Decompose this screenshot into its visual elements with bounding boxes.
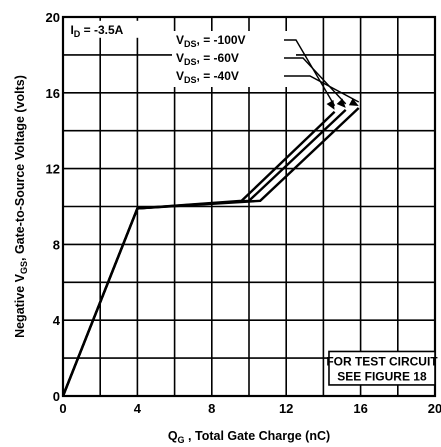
test-circuit-note-line-2: SEE FIGURE 18 <box>337 369 427 383</box>
series-arrowhead-2 <box>336 98 346 108</box>
x-tick-label: 20 <box>428 401 441 416</box>
series-leader-2 <box>284 57 347 105</box>
x-tick-label: 0 <box>59 401 66 416</box>
x-tick-labels: 0 4 8 12 16 20 <box>59 401 441 416</box>
x-axis-label: QG , Total Gate Charge (nC) <box>168 429 330 445</box>
series-arrowhead-1 <box>326 99 335 110</box>
y-tick-label: 4 <box>53 313 61 328</box>
plot-frame <box>61 15 437 398</box>
y-tick-label: 16 <box>46 86 60 101</box>
y-tick-label: 0 <box>53 389 60 404</box>
series-leader-3 <box>284 75 360 103</box>
series-label-3: VDS, = -40V <box>176 69 239 85</box>
y-tick-labels: 0 4 8 12 16 20 <box>46 10 61 404</box>
series-label-2: VDS, = -60V <box>176 51 239 67</box>
series-leader-1 <box>284 39 336 107</box>
x-tick-label: 16 <box>353 401 367 416</box>
condition-label: ID = -3.5A <box>70 23 123 39</box>
series-label-1: VDS, = -100V <box>176 33 246 49</box>
y-tick-label: 12 <box>46 162 60 177</box>
y-tick-label: 8 <box>53 237 60 252</box>
series-line-2 <box>61 109 347 397</box>
test-circuit-note-box <box>328 350 436 386</box>
x-tick-label: 8 <box>208 401 215 416</box>
y-tick-label: 20 <box>46 10 60 25</box>
y-axis-label: Negative VGS, Gate-to-Source Voltage (vo… <box>13 75 29 338</box>
series-labels-bg <box>172 31 296 87</box>
series-line-3 <box>61 107 360 397</box>
series-line-1 <box>61 110 336 397</box>
condition-label-bg <box>69 20 154 38</box>
series-curves <box>61 107 360 397</box>
series-arrowhead-3 <box>348 98 359 106</box>
test-circuit-note-line-1: FOR TEST CIRCUIT <box>326 354 438 368</box>
series-labels: VDS, = -100V VDS, = -60V VDS, = -40V <box>172 31 360 110</box>
x-tick-label: 12 <box>279 401 293 416</box>
x-tick-label: 4 <box>134 401 142 416</box>
